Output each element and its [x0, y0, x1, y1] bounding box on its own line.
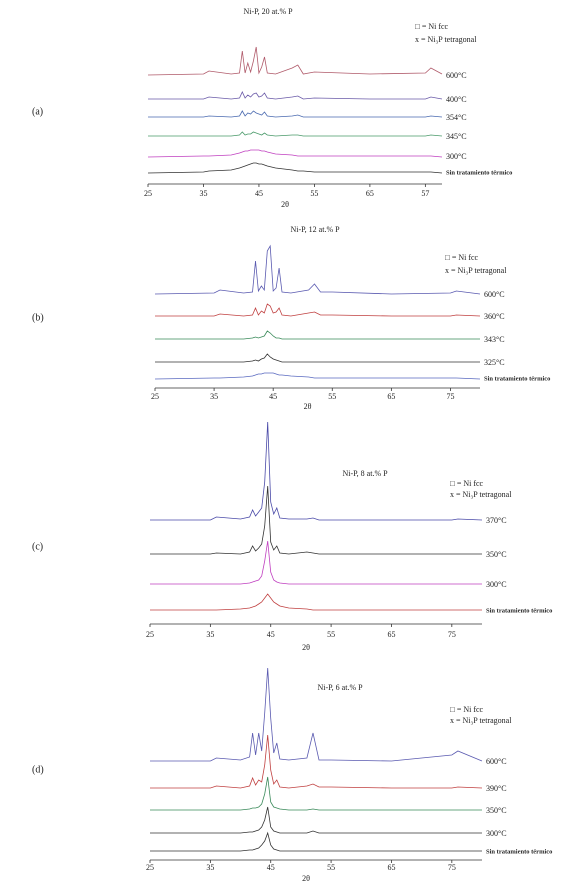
series-label: 350°C	[486, 550, 507, 559]
x-tick-label: 65	[387, 863, 395, 872]
legend-note: x = Ni₃P tetragonal	[450, 490, 512, 499]
series-label: Sin tratamiento térmico	[484, 375, 550, 382]
series-line	[150, 776, 482, 811]
x-tick-label: 25	[146, 630, 154, 639]
x-tick-label: 55	[327, 630, 335, 639]
x-tick-label: 25	[146, 863, 154, 872]
series-label: 370°C	[486, 516, 507, 525]
chart-title: Ni-P, 6 at.% P	[317, 683, 363, 692]
x-tick-label: 65	[387, 630, 395, 639]
series-label: 600°C	[486, 757, 507, 766]
series-label: 300°C	[486, 580, 507, 589]
series-line	[154, 372, 481, 380]
x-tick-label: 35	[206, 863, 214, 872]
x-tick-label: 45	[255, 189, 263, 198]
x-tick-label: 65	[387, 392, 395, 401]
legend-note: □ = Ni fcc	[450, 479, 484, 488]
panel-label: (c)	[32, 541, 43, 552]
series-line	[155, 303, 481, 317]
series-line	[155, 330, 480, 340]
x-axis-label: 2θ	[302, 643, 310, 652]
x-tick-label: 45	[269, 392, 277, 401]
x-tick-label: 35	[199, 189, 207, 198]
legend-note: □ = Ni fcc	[415, 22, 449, 31]
series-line	[147, 149, 443, 158]
series-line	[148, 131, 443, 137]
chart-title: Ni-P, 12 at.% P	[290, 225, 340, 234]
x-axis-label: 2θ	[302, 874, 310, 883]
x-tick-label: 75	[448, 630, 456, 639]
series-label: 300°C	[486, 829, 507, 838]
x-tick-label: 25	[151, 392, 159, 401]
series-label: 300°C	[446, 152, 467, 161]
series-line	[154, 244, 481, 295]
panel-label: (a)	[32, 106, 43, 117]
x-tick-label: 35	[210, 392, 218, 401]
series-label: 600°C	[484, 290, 505, 299]
x-axis-label: 2θ	[304, 402, 312, 411]
x-axis-label: 2θ	[281, 200, 289, 209]
series-line	[150, 806, 482, 834]
series-line	[150, 667, 483, 762]
x-tick-label: 65	[366, 189, 374, 198]
series-line	[147, 162, 443, 174]
panel-label: (b)	[32, 312, 44, 323]
series-line	[150, 485, 482, 555]
series-line	[150, 593, 482, 611]
series-line	[150, 734, 483, 789]
legend-note: x = Ni₃P tetragonal	[415, 35, 477, 44]
panel-label: (d)	[32, 764, 44, 775]
x-tick-label: 55	[310, 189, 318, 198]
legend-note: x = Ni₃P tetragonal	[450, 716, 512, 725]
series-line	[148, 91, 443, 100]
series-label: Sin tratamiento térmico	[486, 848, 552, 855]
series-label: 325°C	[484, 358, 505, 367]
chart-title: Ni-P, 20 at.% P	[243, 7, 293, 16]
series-label: 400°C	[446, 95, 467, 104]
legend-note: □ = Ni fcc	[445, 253, 479, 262]
series-label: Sin tratamiento térmico	[446, 169, 512, 176]
series-label: 354°C	[446, 113, 467, 122]
legend-note: □ = Ni fcc	[450, 705, 484, 714]
series-label: Sin tratamiento térmico	[486, 607, 552, 614]
x-tick-label: 75	[446, 392, 454, 401]
x-tick-label: 57	[421, 189, 429, 198]
x-tick-label: 55	[327, 863, 335, 872]
series-label: 345°C	[446, 132, 467, 141]
series-label: 343°C	[484, 335, 505, 344]
series-line	[147, 46, 443, 76]
x-tick-label: 75	[448, 863, 456, 872]
series-line	[148, 110, 443, 118]
series-label: 390°C	[486, 784, 507, 793]
series-line	[155, 353, 480, 363]
x-tick-label: 35	[206, 630, 214, 639]
x-tick-label: 55	[328, 392, 336, 401]
x-tick-label: 25	[144, 189, 152, 198]
series-label: 600°C	[446, 71, 467, 80]
series-label: 360°C	[484, 312, 505, 321]
x-tick-label: 45	[267, 863, 275, 872]
series-line	[150, 831, 482, 852]
series-line	[150, 421, 483, 521]
series-line	[150, 540, 482, 585]
chart-title: Ni-P, 8 at.% P	[342, 469, 388, 478]
x-tick-label: 45	[267, 630, 275, 639]
legend-note: x = Ni₃P tetragonal	[445, 266, 507, 275]
series-label: 350°C	[486, 806, 507, 815]
